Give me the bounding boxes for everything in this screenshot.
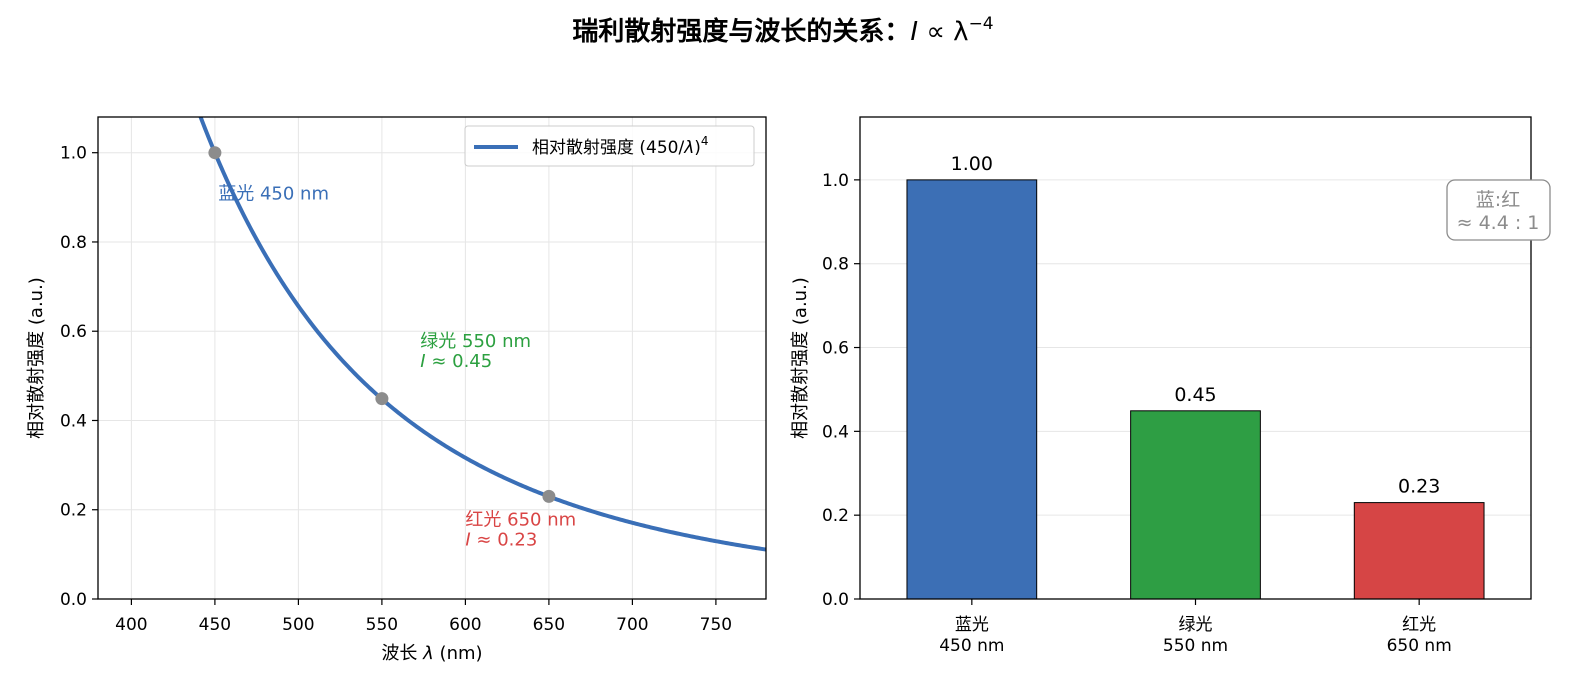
- bar-value-label: 0.23: [1398, 476, 1440, 498]
- line-chart-legend: 相对散射强度 (450/λ)4: [464, 125, 755, 167]
- x-tick-label: 750: [700, 615, 732, 635]
- figure-title: 瑞利散射强度与波长的关系：I ∝ λ−4: [572, 14, 993, 47]
- y-tick-label: 0.8: [822, 255, 849, 275]
- line-chart-series: [198, 117, 766, 552]
- line-chart-frame: [97, 116, 767, 600]
- data-point: [542, 489, 556, 503]
- legend-label-exponent: 4: [701, 134, 709, 148]
- category-label: 650 nm: [1387, 636, 1452, 656]
- x-tick-label: 650: [533, 615, 565, 635]
- y-tick-label: 0.8: [60, 233, 87, 253]
- legend-label-close: ): [694, 138, 701, 158]
- x-tick-label: 450: [199, 615, 231, 635]
- x-tick-label: 550: [366, 615, 398, 635]
- y-tick-label: 0.2: [822, 506, 849, 526]
- annotation-line: 绿光 550 nm: [420, 331, 531, 352]
- x-tick-label: 500: [282, 615, 314, 635]
- annotation-line: 红光 650 nm: [465, 509, 576, 530]
- ratio-note-line-1: 蓝:红: [1476, 189, 1520, 211]
- data-point: [208, 146, 222, 160]
- y-tick-label: 1.0: [822, 171, 849, 191]
- ratio-note-line-2: ≈ 4.4 : 1: [1457, 212, 1540, 234]
- annotation-2: 红光 650 nm I ≈ 0.23: [465, 509, 576, 550]
- bar: [1130, 410, 1261, 600]
- legend-label-lambda: λ: [683, 138, 694, 158]
- x-label-lambda: λ: [422, 643, 434, 664]
- bar: [1353, 502, 1485, 600]
- annotation-0: 蓝光 450 nm: [218, 184, 329, 205]
- y-tick-label: 1.0: [60, 144, 87, 164]
- category-label: 450 nm: [939, 636, 1004, 656]
- bar: [906, 179, 1038, 600]
- x-tick-label: 700: [616, 615, 648, 635]
- bar-chart-y-ticks: 0.0 0.2 0.4 0.6 0.8 1.0: [822, 171, 860, 610]
- legend-label: 相对散射强度 (450/λ)4: [532, 134, 709, 158]
- y-tick-label: 0.4: [822, 422, 849, 442]
- line-chart-y-label: 相对散射强度 (a.u.): [26, 277, 47, 439]
- y-tick-label: 0.0: [822, 590, 849, 610]
- y-tick-label: 0.6: [60, 322, 87, 342]
- legend-label-prefix: 相对散射强度 (450/: [532, 138, 684, 158]
- category-label: 550 nm: [1163, 636, 1228, 656]
- data-point: [375, 392, 389, 406]
- y-tick-label: 0.0: [60, 590, 87, 610]
- ratio-note: 蓝:红 ≈ 4.4 : 1: [1446, 179, 1551, 241]
- y-tick-label: 0.6: [822, 339, 849, 359]
- bar-value-label: 1.00: [951, 153, 993, 175]
- line-chart-y-ticks: 0.0 0.2 0.4 0.6 0.8 1.0: [60, 144, 98, 610]
- category-label: 红光: [1402, 615, 1436, 635]
- annotation-line: I ≈ 0.45: [420, 351, 492, 372]
- bar-chart-y-label: 相对散射强度 (a.u.): [790, 277, 811, 439]
- figure-title-math-i: I: [910, 17, 918, 47]
- annotation-line: I ≈ 0.23: [465, 529, 537, 550]
- annotation-line: 蓝光 450 nm: [218, 184, 329, 205]
- figure-title-text: 瑞利散射强度与波长的关系：: [572, 16, 910, 47]
- y-tick-label: 0.4: [60, 411, 87, 431]
- y-tick-label: 0.2: [60, 501, 87, 521]
- annotation-1: 绿光 550 nm I ≈ 0.45: [420, 331, 531, 372]
- bar-value-label: 0.45: [1174, 384, 1216, 406]
- scattering-curve: [198, 117, 766, 552]
- figure-title-math-prop: ∝ λ: [918, 17, 969, 47]
- category-label: 蓝光: [955, 615, 989, 635]
- x-tick-label: 400: [115, 615, 147, 635]
- ratio-note-box: [1446, 179, 1551, 241]
- line-chart-x-label: 波长 λ (nm): [381, 643, 482, 664]
- x-label-prefix: 波长: [381, 643, 423, 664]
- x-label-suffix: (nm): [434, 643, 483, 664]
- bar-chart-bars: 1.00 0.45 0.23: [906, 153, 1485, 600]
- category-label: 绿光: [1179, 615, 1213, 635]
- line-chart-x-ticks: 400 450 500 550 600 650 700 750: [115, 599, 732, 635]
- line-chart-points: [208, 146, 556, 503]
- x-tick-label: 600: [449, 615, 481, 635]
- legend-box: [464, 125, 755, 167]
- figure-title-exponent: −4: [969, 14, 994, 34]
